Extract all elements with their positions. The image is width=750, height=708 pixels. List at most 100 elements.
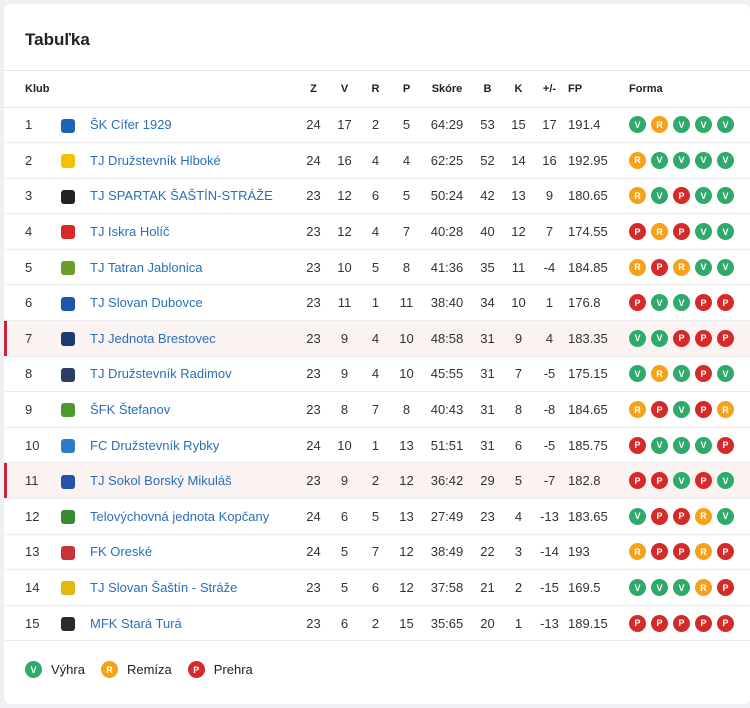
header-losses[interactable]: P (391, 71, 422, 108)
header-k[interactable]: K (503, 71, 534, 108)
form-badge[interactable]: V (651, 436, 668, 454)
form-badge[interactable]: V (695, 223, 712, 241)
form-badge[interactable]: P (717, 436, 734, 454)
form-badge[interactable]: R (651, 116, 668, 134)
table-row[interactable]: 11 TJ Sokol Borský Mikuláš 23 9 2 12 36:42 29 5-… (4, 462, 750, 500)
form-badge[interactable]: V (673, 401, 690, 419)
form-badge[interactable]: V (673, 151, 690, 169)
form-badge[interactable]: P (717, 329, 734, 347)
header-fp[interactable]: FP (565, 71, 625, 108)
table-row[interactable]: 6 TJ Slovan Dubovce 23 11 1 11 38:40 34 10 1 176.8… (4, 284, 750, 322)
header-club[interactable]: Klub (4, 71, 60, 108)
form-badge[interactable]: P (673, 543, 690, 561)
form-badge[interactable]: V (629, 507, 646, 525)
table-row[interactable]: 10 FC Družstevník Rybky 24 10 1 13 51:51 31 6 -5 1… (4, 427, 750, 464)
form-badge[interactable]: P (629, 294, 646, 312)
form-badge[interactable]: R (695, 579, 712, 597)
table-row[interactable]: 15 MFK Stará Turá 23 6 2 15 35:65 20 1 -13 189.15 P… (4, 605, 750, 642)
form-badge[interactable]: V (717, 116, 734, 134)
form-badge[interactable]: V (673, 579, 690, 597)
form-badge[interactable]: V (717, 258, 734, 276)
form-badge[interactable]: R (651, 223, 668, 241)
form-badge[interactable]: P (629, 472, 646, 490)
form-badge[interactable]: R (629, 151, 646, 169)
form-badge[interactable]: P (695, 472, 712, 490)
form-badge[interactable]: V (695, 436, 712, 454)
club-link[interactable]: TJ Sokol Borský Mikuláš (90, 473, 232, 489)
table-row[interactable]: 8 TJ Družstevník Radimov 23 9 4 10 45:55 31 7 -5 1… (4, 356, 750, 393)
club-link[interactable]: TJ Slovan Šaštín - Stráže (90, 580, 238, 596)
form-badge[interactable]: V (717, 151, 734, 169)
form-badge[interactable]: P (695, 614, 712, 632)
form-badge[interactable]: P (629, 223, 646, 241)
table-row[interactable]: 13 FK Oreské 24 5 7 12 38:49 22 3 -14 193 R P P R P (4, 534, 750, 571)
header-score[interactable]: Skóre (422, 71, 472, 108)
table-row[interactable]: 4 TJ Iskra Holíč 23 12 4 7 40:28 40 12 7 174.55 P R P… (4, 213, 750, 250)
form-badge[interactable]: R (629, 258, 646, 276)
form-badge[interactable]: P (695, 401, 712, 419)
form-badge[interactable]: V (629, 365, 646, 383)
club-link[interactable]: TJ SPARTAK ŠAŠTÍN-STRÁŽE (90, 188, 273, 204)
table-row[interactable]: 12 Telovýchovná jednota Kopčany 24 6 5 13 27:4… (4, 498, 750, 535)
form-badge[interactable]: P (695, 365, 712, 383)
club-link[interactable]: TJ Družstevník Radimov (90, 366, 232, 382)
form-badge[interactable]: R (695, 507, 712, 525)
form-badge[interactable]: P (717, 579, 734, 597)
form-badge[interactable]: V (673, 365, 690, 383)
form-badge[interactable]: R (673, 258, 690, 276)
form-badge[interactable]: V (629, 579, 646, 597)
club-link[interactable]: TJ Družstevník Hlboké (90, 152, 221, 168)
form-badge[interactable]: P (651, 258, 668, 276)
club-link[interactable]: ŠK Cífer 1929 (90, 117, 172, 133)
form-badge[interactable]: V (651, 187, 668, 205)
table-row[interactable]: 3 TJ SPARTAK ŠAŠTÍN-STRÁŽE 23 12 6 5 50:24 42 13… (4, 178, 750, 215)
form-badge[interactable]: P (673, 329, 690, 347)
form-badge[interactable]: V (717, 472, 734, 490)
form-badge[interactable]: P (673, 507, 690, 525)
form-badge[interactable]: P (673, 187, 690, 205)
form-badge[interactable]: V (717, 365, 734, 383)
table-row[interactable]: 7 TJ Jednota Brestovec 23 9 4 10 48:58 31 9 4 183.… (4, 320, 750, 357)
form-badge[interactable]: V (717, 223, 734, 241)
form-badge[interactable]: P (695, 329, 712, 347)
table-row[interactable]: 2 TJ Družstevník Hlboké 24 16 4 4 62:25 52 14 16 1… (4, 142, 750, 179)
form-badge[interactable]: P (651, 614, 668, 632)
form-badge[interactable]: V (629, 116, 646, 134)
form-badge[interactable]: V (651, 329, 668, 347)
club-link[interactable]: TJ Jednota Brestovec (90, 330, 216, 346)
club-link[interactable]: FC Družstevník Rybky (90, 437, 220, 453)
form-badge[interactable]: V (673, 436, 690, 454)
form-badge[interactable]: P (629, 614, 646, 632)
form-badge[interactable]: V (673, 116, 690, 134)
form-badge[interactable]: V (695, 151, 712, 169)
club-link[interactable]: FK Oreské (90, 544, 153, 560)
form-badge[interactable]: R (651, 365, 668, 383)
form-badge[interactable]: V (673, 294, 690, 312)
header-played[interactable]: Z (298, 71, 329, 108)
form-badge[interactable]: P (629, 436, 646, 454)
table-row[interactable]: 5 TJ Tatran Jablonica 23 10 5 8 41:36 35 11 -4 184… (4, 249, 750, 286)
club-link[interactable]: ŠFK Štefanov (90, 402, 171, 418)
form-badge[interactable]: R (629, 543, 646, 561)
form-badge[interactable]: V (629, 329, 646, 347)
club-link[interactable]: MFK Stará Turá (90, 615, 182, 631)
form-badge[interactable]: P (673, 223, 690, 241)
header-wins[interactable]: V (329, 71, 360, 108)
table-row[interactable]: 1 ŠK Cífer 1929 24 17 2 5 64:29 53 15 17 191.4 V R V V… (4, 107, 750, 144)
club-link[interactable]: TJ Iskra Holíč (90, 224, 170, 240)
form-badge[interactable]: P (651, 401, 668, 419)
club-link[interactable]: TJ Slovan Dubovce (90, 295, 203, 311)
form-badge[interactable]: R (695, 543, 712, 561)
table-row[interactable]: 9 ŠFK Štefanov 23 8 7 8 40:43 31 8 -8 184.65 R P V P R (4, 391, 750, 428)
form-badge[interactable]: P (717, 543, 734, 561)
form-badge[interactable]: V (717, 507, 734, 525)
form-badge[interactable]: V (651, 579, 668, 597)
form-badge[interactable]: V (695, 258, 712, 276)
club-link[interactable]: Telovýchovná jednota Kopčany (90, 508, 270, 524)
form-badge[interactable]: P (673, 614, 690, 632)
form-badge[interactable]: P (695, 294, 712, 312)
form-badge[interactable]: P (651, 472, 668, 490)
form-badge[interactable]: V (695, 116, 712, 134)
form-badge[interactable]: V (651, 151, 668, 169)
header-points[interactable]: B (472, 71, 503, 108)
